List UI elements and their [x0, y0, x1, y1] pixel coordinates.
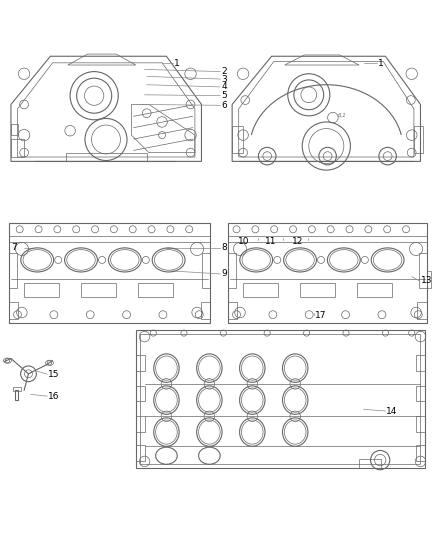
Bar	[427, 271, 431, 288]
Text: 2: 2	[221, 67, 227, 76]
Bar	[81, 283, 116, 297]
Bar	[416, 355, 425, 371]
Bar	[138, 283, 173, 297]
Bar	[228, 302, 237, 319]
Text: 6: 6	[221, 101, 227, 110]
Text: 5: 5	[221, 91, 227, 100]
Bar	[136, 445, 145, 461]
Bar	[357, 283, 392, 297]
Bar	[201, 302, 210, 319]
Text: 14: 14	[386, 407, 398, 416]
Bar	[416, 445, 425, 461]
Bar	[9, 223, 210, 324]
Bar	[11, 124, 18, 135]
Text: 1: 1	[174, 59, 180, 68]
Text: 15: 15	[48, 370, 60, 379]
Bar	[9, 302, 18, 319]
Text: 6,1: 6,1	[337, 113, 346, 118]
Bar	[417, 302, 427, 319]
Bar	[136, 330, 425, 468]
Bar	[416, 416, 425, 432]
Bar	[136, 416, 145, 432]
Bar	[300, 283, 335, 297]
Text: 1: 1	[378, 59, 383, 68]
Bar	[136, 386, 145, 401]
Text: 16: 16	[48, 392, 60, 401]
Bar	[359, 459, 381, 468]
Bar	[66, 154, 147, 161]
Text: 11: 11	[265, 237, 276, 246]
Text: 3: 3	[221, 75, 227, 84]
Bar	[13, 387, 21, 391]
Text: 9: 9	[221, 270, 227, 278]
Text: 8: 8	[221, 243, 227, 252]
Bar	[15, 390, 18, 400]
Bar	[136, 355, 145, 371]
Bar	[419, 253, 427, 288]
Bar	[243, 283, 278, 297]
Bar	[9, 253, 17, 288]
Bar	[416, 386, 425, 401]
Text: 17: 17	[315, 311, 327, 320]
Bar	[228, 223, 427, 324]
Text: 7: 7	[11, 243, 17, 252]
Text: 4: 4	[221, 83, 227, 92]
Text: 12: 12	[292, 237, 304, 246]
Text: 10: 10	[238, 237, 249, 246]
Bar	[24, 283, 59, 297]
Bar	[140, 334, 420, 464]
Bar	[11, 140, 24, 157]
Bar	[228, 253, 236, 288]
Text: 13: 13	[420, 277, 432, 286]
Bar	[202, 253, 210, 288]
